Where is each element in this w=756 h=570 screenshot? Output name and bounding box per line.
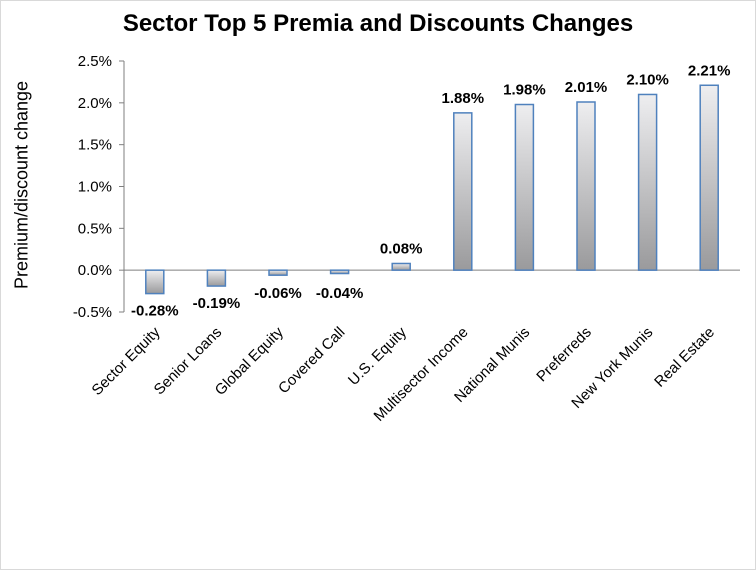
data-label: 2.21% — [688, 62, 731, 79]
category-label: U.S. Equity — [345, 323, 410, 388]
bar — [268, 269, 288, 276]
bar — [699, 84, 719, 271]
data-label: 2.01% — [565, 79, 608, 96]
data-label: -0.28% — [131, 303, 179, 320]
data-label: 2.10% — [626, 71, 669, 88]
category-label: Real Estate — [651, 324, 718, 391]
data-label: 1.98% — [503, 82, 546, 99]
chart-title: Sector Top 5 Premia and Discounts Change… — [122, 10, 634, 37]
bars — [145, 84, 719, 295]
bar — [391, 262, 411, 271]
category-label: Preferreds — [533, 324, 595, 386]
data-labels: -0.28%Sector Equity-0.19%Senior Loans-0.… — [89, 62, 731, 425]
bar — [576, 101, 596, 271]
bar — [637, 93, 658, 271]
data-label: -0.04% — [316, 285, 364, 302]
data-label: 1.88% — [442, 90, 485, 107]
data-label: -0.06% — [254, 285, 302, 302]
y-tick-label: 2.5% — [78, 53, 112, 70]
bar — [145, 269, 165, 295]
axes: -0.5% 0.0% 0.5% 1.0% 1.5% 2.0% 2.5% — [73, 53, 740, 321]
bar — [206, 269, 227, 287]
y-tick-label: 2.0% — [78, 95, 112, 112]
bar — [514, 103, 535, 271]
y-tick-label: 1.0% — [78, 179, 112, 196]
y-tick-label: 0.0% — [78, 262, 112, 279]
data-label: -0.19% — [193, 295, 241, 312]
y-tick-label: 0.5% — [78, 220, 112, 237]
category-label: Covered Call — [275, 324, 348, 397]
bar — [329, 269, 350, 275]
y-tick-label: 1.5% — [78, 137, 112, 154]
y-tick-label: -0.5% — [73, 304, 112, 321]
data-label: 0.08% — [380, 240, 423, 257]
bar — [453, 112, 473, 271]
